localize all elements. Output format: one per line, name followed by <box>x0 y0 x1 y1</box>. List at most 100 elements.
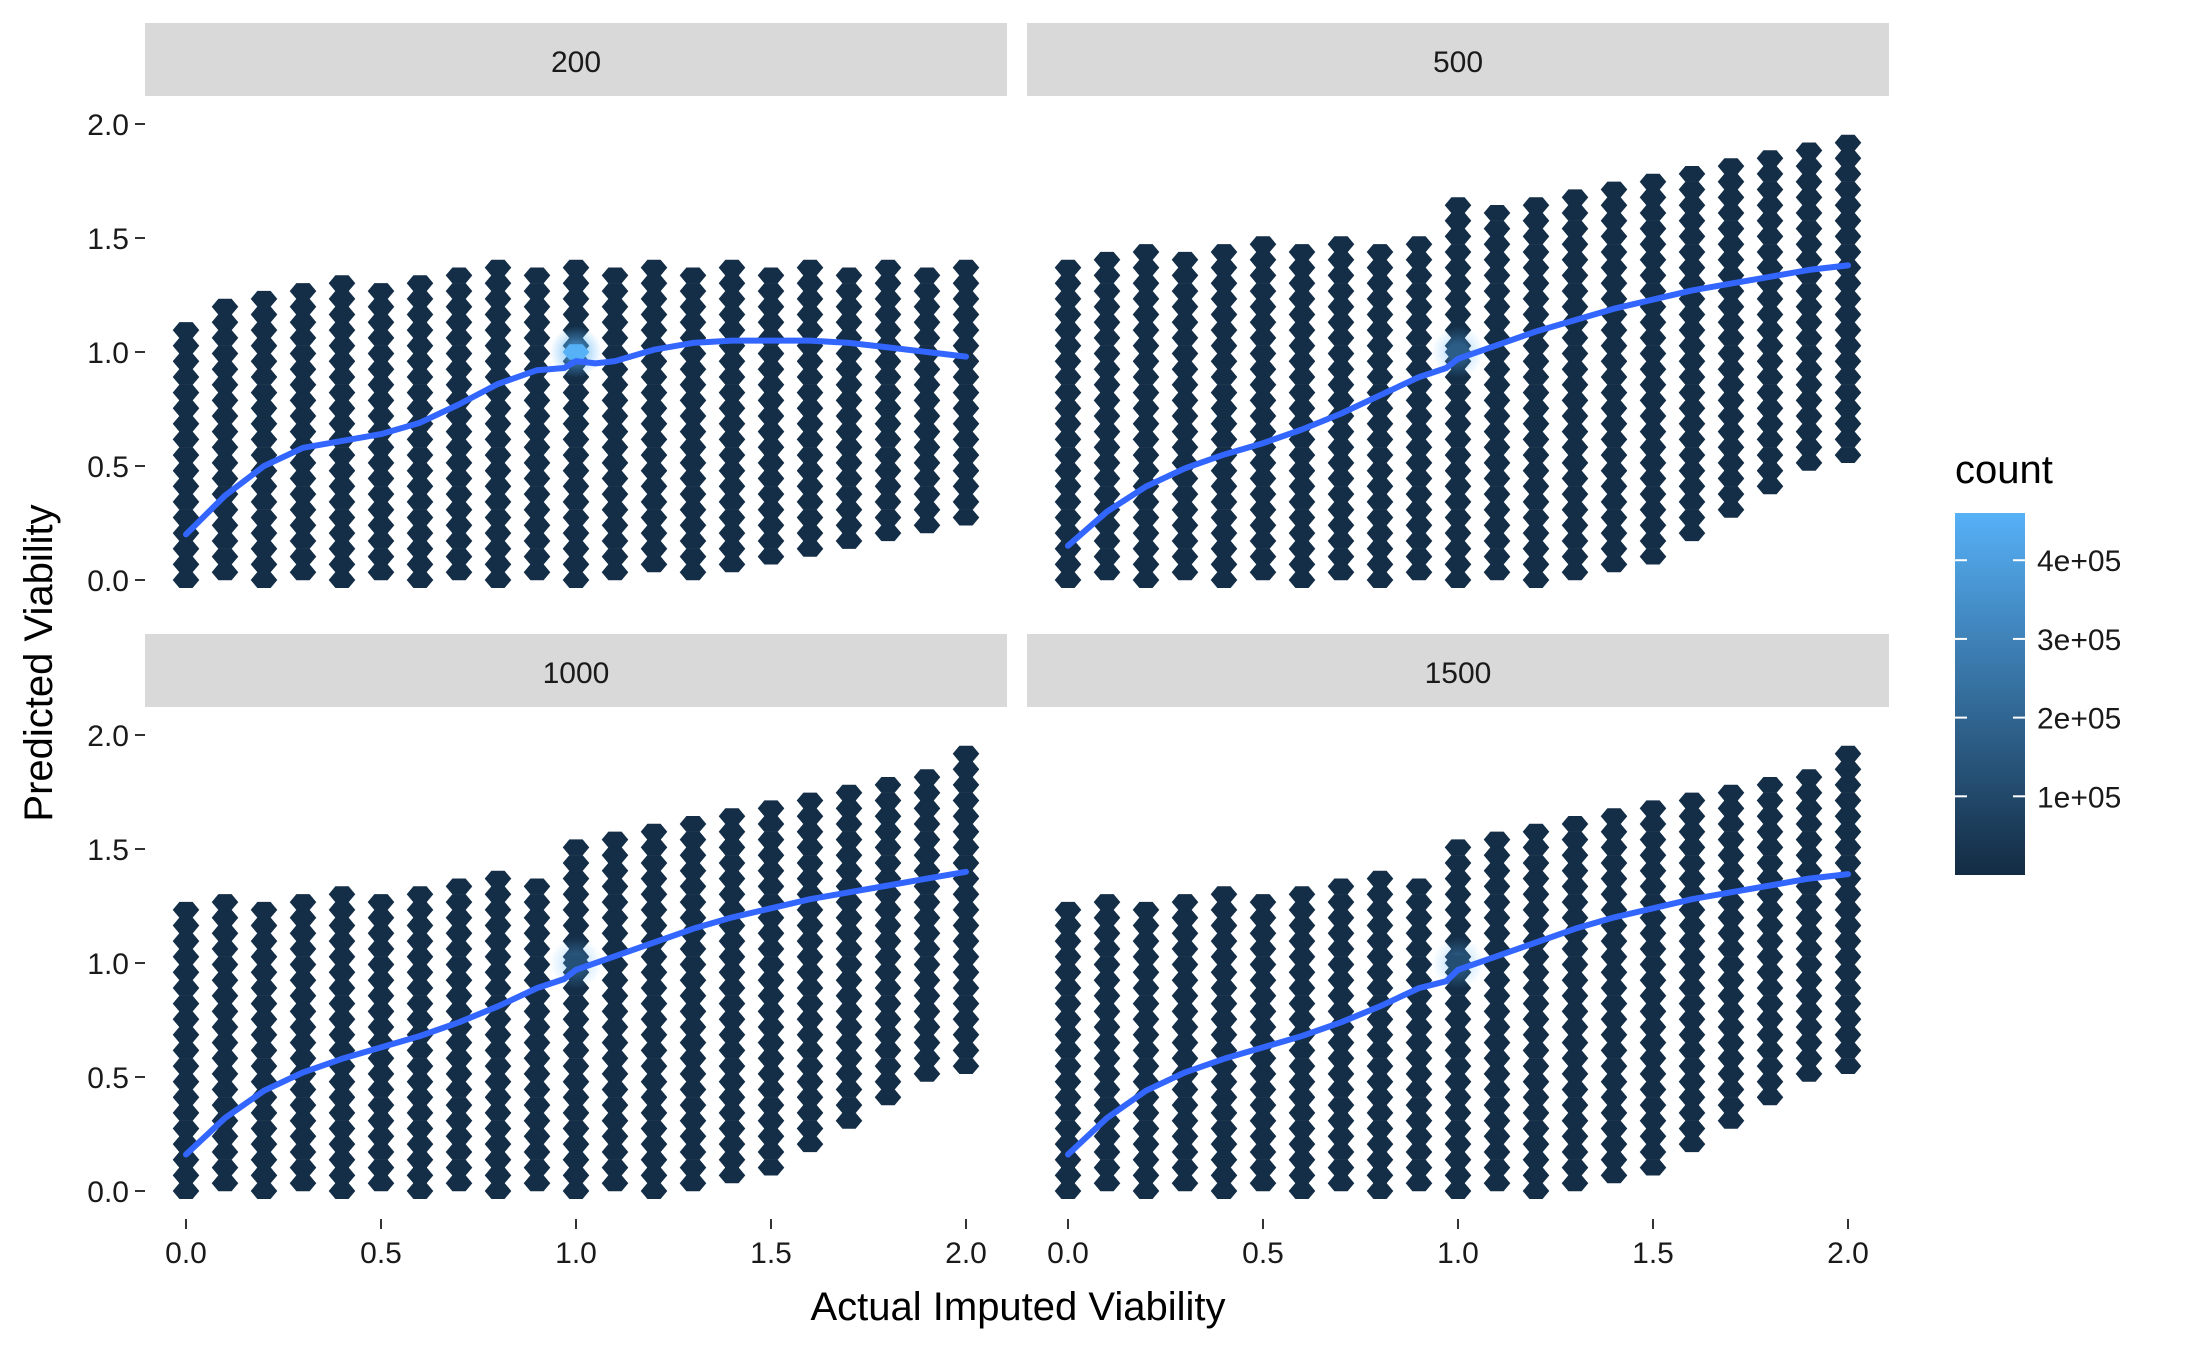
hexbin-cell <box>718 1011 746 1028</box>
hexbin-cell <box>796 400 824 417</box>
hexbin-cell <box>523 925 551 942</box>
hexbin-cell <box>679 1128 707 1145</box>
hexbin-cell <box>718 1089 746 1106</box>
hexbin-cell <box>1522 462 1550 479</box>
hexbin-cell <box>679 1003 707 1020</box>
hexbin-cell <box>1639 878 1667 895</box>
hexbin-cell <box>367 941 395 957</box>
y-tick-label: 1.5 <box>87 834 129 867</box>
hexbin-cell <box>1366 447 1394 463</box>
hexbin-cell <box>718 290 746 307</box>
hexbin-cell <box>289 423 317 440</box>
hexbin-cell <box>1522 1167 1550 1184</box>
hexbin-cell <box>1327 956 1355 973</box>
hexbin-cell <box>679 1081 707 1098</box>
hexbin-cell <box>1405 564 1433 581</box>
hexbin-cell <box>211 361 239 378</box>
hexbin-cell <box>250 400 278 417</box>
hexbin-cell <box>289 1003 317 1020</box>
hexbin-cell <box>1834 964 1862 981</box>
hexbin-cell <box>796 917 824 934</box>
hexbin-cell <box>1288 572 1316 588</box>
hexbin-cell <box>874 886 902 903</box>
hexbin-cell <box>367 486 395 503</box>
hexbin-cell <box>1600 1058 1628 1074</box>
hexbin-layer <box>1054 745 1862 1199</box>
hexbin-cell <box>1600 1104 1628 1121</box>
hexbin-cell <box>562 400 590 417</box>
y-tick-label: 2.0 <box>87 109 129 142</box>
hexbin-cell <box>1795 1050 1823 1067</box>
legend-tick-label: 1e+05 <box>2037 781 2121 814</box>
hexbin-cell <box>1249 1050 1277 1067</box>
hexbin-cell <box>640 525 668 542</box>
hexbin-cell <box>640 353 668 370</box>
hexbin-cell <box>952 839 980 856</box>
hexbin-cell <box>367 564 395 581</box>
hexbin-cell <box>1132 493 1160 510</box>
hexbin-cell <box>1522 306 1550 323</box>
hexbin-cell <box>718 933 746 950</box>
hexbin-cell <box>1795 189 1823 206</box>
hexbin-cell <box>289 956 317 973</box>
hexbin-cell <box>679 1050 707 1067</box>
hexbin-cell <box>835 1050 863 1067</box>
hexbin-cell <box>1561 878 1589 895</box>
hexbin-cell <box>562 995 590 1012</box>
hexbin-cell <box>640 995 668 1012</box>
hexbin-cell <box>1249 533 1277 549</box>
hexbin-cell <box>913 517 941 534</box>
hexbin-cell <box>1600 509 1628 526</box>
hexbin-cell <box>1171 298 1199 315</box>
hexbin-cell <box>484 901 512 918</box>
hexbin-cell <box>1054 1011 1082 1028</box>
hexbin-cell <box>1327 1112 1355 1129</box>
hexbin-cell <box>1327 236 1355 253</box>
smooth-line <box>183 337 969 538</box>
hexbin-cell <box>523 909 551 926</box>
hexbin-cell <box>523 267 551 284</box>
hexbin-cell <box>1678 964 1706 981</box>
hexbin-cell <box>1717 1003 1745 1020</box>
hexbin-cell <box>1678 1104 1706 1121</box>
hexbin-cell <box>367 1128 395 1145</box>
hexbin-cell <box>1405 1034 1433 1051</box>
hexbin-cell <box>445 501 473 518</box>
hexbin-cell <box>1171 423 1199 440</box>
hexbin-cell <box>445 548 473 565</box>
hexbin-cell <box>1834 150 1862 167</box>
hexbin-cell <box>1210 244 1238 260</box>
hexbin-cell <box>1522 540 1550 557</box>
hexbin-cell <box>952 384 980 401</box>
hexbin-cell <box>484 1089 512 1106</box>
hexbin-cell <box>1366 1026 1394 1043</box>
hexbin-cell <box>1717 925 1745 942</box>
hexbin-cell <box>172 353 200 370</box>
hexbin-cell <box>1678 431 1706 448</box>
hexbin-cell <box>640 1058 668 1074</box>
hexbin-cell <box>1054 1104 1082 1121</box>
hexbin-cell <box>289 392 317 409</box>
hexbin-cell <box>1678 384 1706 401</box>
hexbin-cell <box>1639 972 1667 989</box>
hexbin-cell <box>1483 1003 1511 1020</box>
hexbin-cell <box>1795 784 1823 801</box>
hexbin-cell <box>952 431 980 448</box>
hexbin-cell <box>913 408 941 424</box>
hexbin-cell <box>367 533 395 549</box>
hexbin-cell <box>718 431 746 448</box>
hexbin-cell <box>796 415 824 432</box>
hexbin-cell <box>1678 855 1706 871</box>
hexbin-cell <box>328 1011 356 1028</box>
hexbin-cell <box>952 275 980 292</box>
hexbin-cell <box>1132 290 1160 307</box>
hexbin-cell <box>640 369 668 385</box>
hexbin-cell <box>172 901 200 918</box>
hexbin-cell <box>796 322 824 339</box>
hexbin-cell <box>1483 533 1511 549</box>
hexbin-cell <box>1561 283 1589 299</box>
hexbin-cell <box>1483 314 1511 331</box>
hexbin-cell <box>1561 251 1589 268</box>
hexbin-cell <box>328 322 356 339</box>
hexbin-cell <box>1054 556 1082 573</box>
